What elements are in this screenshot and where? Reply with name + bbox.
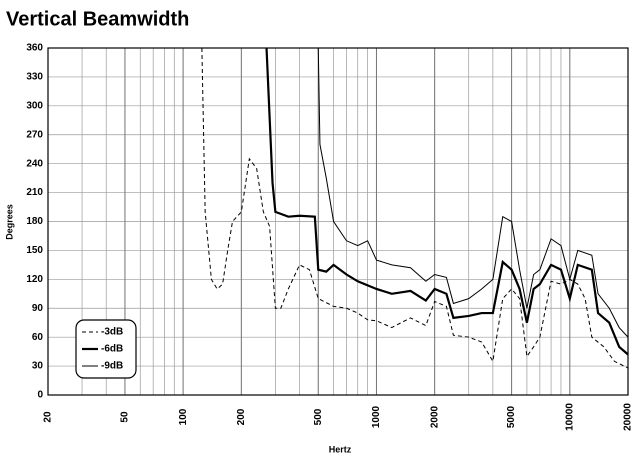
x-tick-label: 10000 bbox=[564, 403, 575, 431]
y-tick-label: 90 bbox=[32, 303, 44, 314]
y-tick-label: 120 bbox=[26, 274, 43, 285]
y-axis-label: Degrees bbox=[4, 204, 14, 240]
y-tick-label: 60 bbox=[32, 332, 44, 343]
y-tick-label: 300 bbox=[26, 100, 43, 111]
legend-label: -3dB bbox=[101, 327, 123, 338]
legend-label: -6dB bbox=[101, 344, 123, 355]
x-tick-label: 100 bbox=[178, 408, 189, 425]
x-tick-label: 20 bbox=[43, 411, 54, 423]
y-tick-label: 0 bbox=[37, 390, 43, 401]
x-tick-label: 500 bbox=[313, 408, 324, 425]
chart-title: Vertical Beamwidth bbox=[6, 8, 189, 30]
x-axis-label: Hertz bbox=[329, 444, 352, 454]
series-line bbox=[265, 48, 628, 356]
x-tick-label: 1000 bbox=[371, 405, 382, 428]
x-tick-label: 200 bbox=[236, 408, 247, 425]
series-line bbox=[201, 48, 628, 369]
y-tick-label: 270 bbox=[26, 129, 43, 140]
y-tick-label: 180 bbox=[26, 216, 43, 227]
y-tick-label: 240 bbox=[26, 158, 43, 169]
x-tick-label: 50 bbox=[120, 411, 131, 423]
y-tick-label: 330 bbox=[26, 72, 43, 83]
x-tick-label: 20000 bbox=[623, 403, 632, 431]
y-tick-label: 360 bbox=[26, 43, 43, 54]
y-tick-label: 150 bbox=[26, 245, 43, 256]
x-tick-label: 2000 bbox=[429, 405, 440, 428]
y-tick-label: 30 bbox=[32, 361, 44, 372]
plot-frame bbox=[47, 47, 629, 396]
series-line bbox=[317, 48, 628, 338]
legend-box bbox=[75, 319, 137, 379]
legend-label: -9dB bbox=[101, 361, 123, 372]
x-tick-label: 5000 bbox=[506, 405, 517, 428]
y-tick-label: 210 bbox=[26, 187, 43, 198]
